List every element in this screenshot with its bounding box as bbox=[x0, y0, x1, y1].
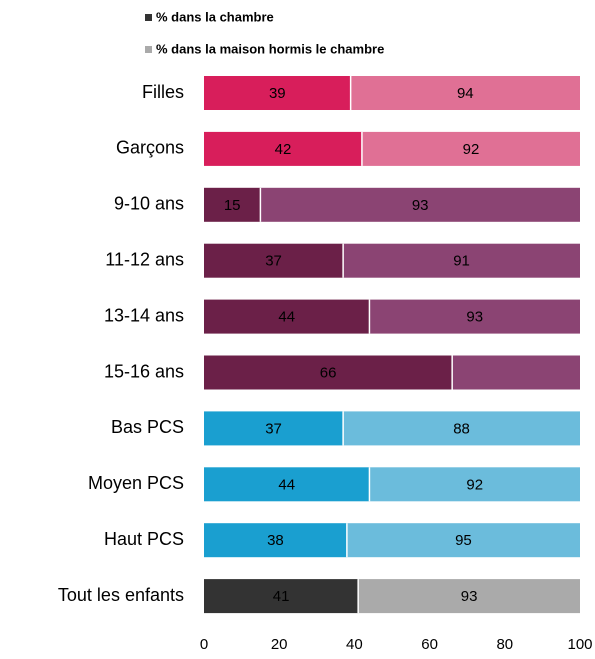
legend-label: % dans la chambre bbox=[156, 9, 274, 24]
data-label: 37 bbox=[265, 420, 282, 437]
data-label: 66 bbox=[320, 364, 337, 381]
x-tick-label: 100 bbox=[567, 636, 592, 653]
data-label: 91 bbox=[453, 253, 470, 270]
category-label: 9-10 ans bbox=[114, 194, 184, 214]
x-tick-label: 0 bbox=[200, 636, 208, 653]
bar bbox=[204, 76, 351, 110]
category-label: Garçons bbox=[116, 138, 184, 158]
legend-swatch bbox=[145, 46, 152, 53]
bar-background bbox=[350, 76, 580, 110]
data-label: 37 bbox=[265, 253, 282, 270]
data-label: 42 bbox=[275, 141, 292, 158]
bar-background bbox=[369, 467, 580, 502]
category-label: 15-16 ans bbox=[104, 361, 184, 381]
data-label: 44 bbox=[278, 309, 295, 326]
bar bbox=[204, 187, 261, 222]
x-tick-label: 40 bbox=[346, 636, 363, 653]
data-label: 39 bbox=[269, 85, 286, 102]
bar bbox=[204, 523, 347, 558]
bar bbox=[204, 411, 344, 446]
bar-background bbox=[343, 243, 580, 278]
bar-background bbox=[260, 187, 580, 222]
bar bbox=[204, 579, 359, 614]
legend-swatch bbox=[145, 14, 152, 21]
bar bbox=[204, 355, 453, 390]
data-label: 95 bbox=[455, 532, 472, 549]
data-label: 44 bbox=[278, 476, 295, 493]
category-label: 11-12 ans bbox=[105, 249, 184, 269]
bar-background bbox=[358, 579, 580, 614]
data-label: 92 bbox=[463, 141, 480, 158]
category-label: Bas PCS bbox=[111, 417, 184, 437]
x-tick-label: 60 bbox=[421, 636, 438, 653]
data-label: 15 bbox=[224, 197, 241, 214]
bar-background bbox=[452, 355, 580, 390]
bar bbox=[204, 467, 370, 502]
data-label: 94 bbox=[457, 85, 474, 102]
category-label: Filles bbox=[142, 82, 184, 102]
category-label: Moyen PCS bbox=[88, 473, 184, 493]
category-label: 13-14 ans bbox=[104, 305, 184, 325]
data-label: 38 bbox=[267, 532, 284, 549]
bar-background bbox=[343, 411, 580, 446]
data-label: 93 bbox=[461, 588, 478, 605]
legend-label: % dans la maison hormis le chambre bbox=[156, 41, 384, 56]
bar bbox=[204, 299, 370, 334]
data-label: 41 bbox=[273, 588, 290, 605]
bar-background bbox=[369, 299, 580, 334]
data-label: 88 bbox=[453, 420, 470, 437]
data-label: 92 bbox=[466, 476, 483, 493]
bar bbox=[204, 131, 362, 166]
bar-background bbox=[346, 523, 580, 558]
x-tick-label: 20 bbox=[271, 636, 288, 653]
data-label: 93 bbox=[466, 309, 483, 326]
data-label: 93 bbox=[412, 197, 429, 214]
bar-background bbox=[361, 131, 580, 166]
category-label: Haut PCS bbox=[104, 529, 184, 549]
category-label: Tout les enfants bbox=[58, 585, 184, 605]
bar bbox=[204, 243, 344, 278]
x-tick-label: 80 bbox=[496, 636, 513, 653]
